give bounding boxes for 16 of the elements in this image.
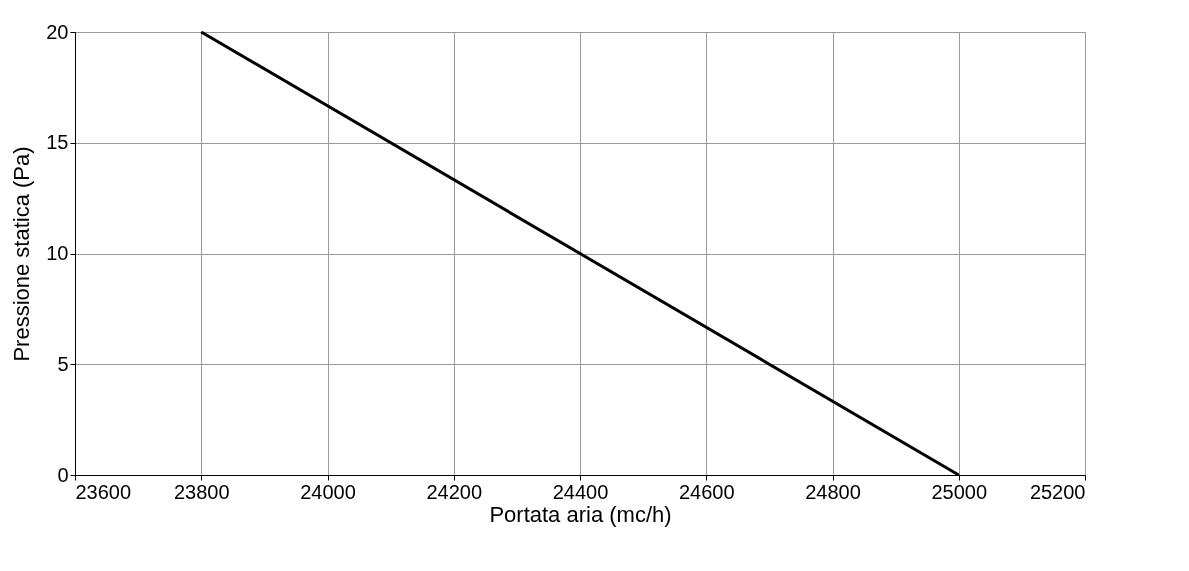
- x-tick-label: 25000: [931, 480, 988, 503]
- x-tick-label: 23800: [173, 480, 230, 503]
- x-tick-label: 23600: [75, 480, 132, 503]
- x-tick-label: 24800: [805, 480, 861, 503]
- x-tick-label: 24400: [552, 480, 609, 503]
- y-tick-label: 20: [46, 20, 69, 43]
- y-axis-title: Pressione statica (Pa): [9, 146, 35, 362]
- x-tick-label: 25200: [1029, 480, 1086, 503]
- y-tick-label: 5: [57, 352, 69, 375]
- y-tick-label: 0: [57, 463, 69, 486]
- y-tick-label: 15: [46, 131, 69, 154]
- x-tick-label: 24200: [426, 480, 483, 503]
- x-tick-label: 24000: [300, 480, 356, 503]
- x-tick-label: 24600: [678, 480, 735, 503]
- y-tick-label: 10: [46, 242, 69, 264]
- x-axis-title: Portata aria (mc/h): [489, 501, 672, 527]
